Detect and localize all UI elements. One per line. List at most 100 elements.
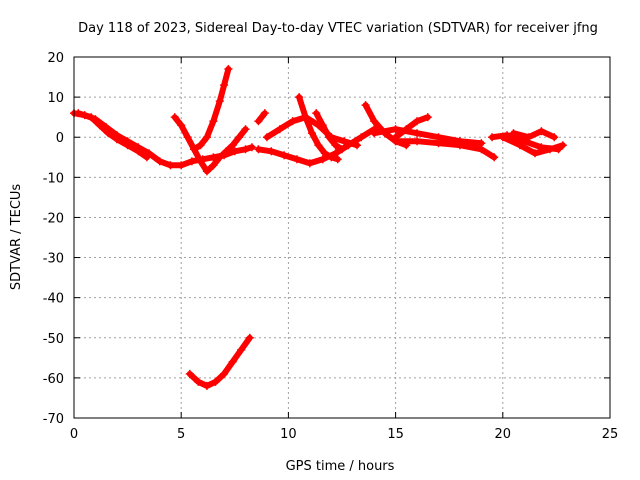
x-tick-label-4: 20 — [495, 427, 512, 442]
y-tick-label-0: 20 — [47, 51, 64, 66]
data-point-3-1 — [196, 141, 205, 150]
x-tick-label-0: 0 — [70, 427, 78, 442]
data-point-2-2 — [183, 133, 192, 142]
data-series — [70, 65, 567, 390]
data-point-15-4 — [558, 141, 567, 150]
data-point-11-0 — [370, 129, 379, 138]
data-point-12-1 — [402, 125, 411, 134]
data-point-11-2 — [413, 129, 422, 138]
data-point-2-4 — [196, 157, 205, 166]
data-point-16-0 — [509, 129, 518, 138]
data-point-4-7 — [245, 333, 254, 342]
data-point-0-17 — [247, 143, 256, 152]
y-tick-label-4: -20 — [43, 211, 64, 226]
series-arc-2 — [74, 109, 151, 162]
data-point-7-7 — [353, 141, 362, 150]
data-point-1-0 — [74, 109, 83, 118]
data-point-1-3 — [104, 129, 113, 138]
data-point-11-1 — [391, 125, 400, 134]
y-tick-label-5: -30 — [43, 252, 64, 267]
data-point-16-3 — [550, 133, 559, 142]
data-point-14-0 — [488, 133, 497, 142]
data-point-8-2 — [307, 129, 316, 138]
data-point-8-3 — [314, 141, 323, 150]
series-line-2 — [171, 114, 249, 175]
data-point-6-5 — [318, 155, 327, 164]
data-point-0-9 — [166, 161, 175, 170]
series-arc-16 — [498, 133, 567, 158]
data-point-2-8 — [222, 147, 231, 156]
data-point-15-2 — [530, 149, 539, 158]
data-point-0-11 — [187, 157, 196, 166]
data-point-1-4 — [112, 135, 121, 144]
data-point-13-3 — [455, 141, 464, 150]
series-arc-1 — [70, 109, 256, 170]
data-point-7-6 — [340, 137, 349, 146]
data-point-8-1 — [301, 113, 310, 122]
data-point-8-5 — [327, 153, 336, 162]
series-arc-4 — [190, 65, 233, 154]
data-point-2-7 — [215, 153, 224, 162]
x-tick-label-5: 25 — [602, 427, 619, 442]
data-point-5-1 — [260, 109, 269, 118]
series-line-12 — [392, 114, 431, 141]
data-point-13-4 — [477, 145, 486, 154]
series-arc-17 — [509, 127, 559, 142]
data-point-6-8 — [357, 133, 366, 142]
data-point-8-6 — [333, 155, 342, 164]
data-point-2-5 — [202, 167, 211, 176]
x-axis-label: GPS time / hours — [286, 459, 395, 474]
data-point-15-3 — [545, 145, 554, 154]
x-tick-label-1: 5 — [177, 427, 185, 442]
data-point-3-0 — [190, 145, 199, 154]
y-tick-label-8: -60 — [43, 372, 64, 387]
data-point-7-1 — [275, 125, 284, 134]
data-point-5-0 — [254, 117, 263, 126]
series-arc-5 — [185, 333, 254, 390]
data-point-0-16 — [241, 145, 250, 154]
data-point-13-2 — [434, 139, 443, 148]
data-point-4-3 — [211, 377, 220, 386]
y-tick-label-9: -70 — [43, 412, 64, 427]
data-point-4-5 — [228, 357, 237, 366]
data-point-4-6 — [237, 345, 246, 354]
data-point-2-11 — [241, 125, 250, 134]
y-tick-label-2: 0 — [56, 131, 64, 146]
data-point-6-0 — [254, 145, 263, 154]
data-point-0-10 — [177, 161, 186, 170]
data-point-10-1 — [370, 117, 379, 126]
x-tick-label-2: 10 — [280, 427, 297, 442]
y-tick-label-1: 10 — [47, 91, 64, 106]
data-point-4-2 — [202, 381, 211, 390]
data-point-3-4 — [215, 97, 224, 106]
tick-labels: 0 5 10 15 20 25 20 10 0 -10 -20 -30 -40 -50 -60 -70 — [43, 51, 619, 442]
data-point-9-2 — [325, 133, 334, 142]
data-point-12-3 — [423, 113, 432, 122]
series-line-6 — [255, 126, 378, 167]
data-point-3-2 — [202, 133, 211, 142]
data-point-1-1 — [87, 113, 96, 122]
grid-lines — [74, 57, 610, 418]
series-arc-6 — [254, 109, 269, 126]
data-point-1-5 — [123, 141, 132, 150]
data-point-1-2 — [95, 121, 104, 130]
data-point-3-6 — [224, 65, 233, 74]
data-point-9-4 — [338, 145, 346, 154]
series-line-16 — [510, 128, 558, 141]
data-point-2-1 — [177, 121, 186, 130]
data-point-8-4 — [320, 149, 329, 158]
data-point-3-3 — [209, 117, 218, 126]
x-tick-label-3: 15 — [387, 427, 404, 442]
data-point-3-5 — [220, 81, 229, 90]
data-point-7-2 — [288, 117, 297, 126]
data-point-6-4 — [305, 159, 314, 168]
y-axis-label: SDTVAR / TECUs — [9, 184, 24, 291]
data-point-9-1 — [318, 121, 327, 130]
data-point-8-0 — [295, 93, 304, 102]
y-tick-label-6: -40 — [43, 292, 64, 307]
series-line-0 — [71, 110, 255, 169]
y-tick-label-7: -50 — [43, 332, 64, 347]
data-point-10-0 — [361, 101, 370, 110]
data-point-16-1 — [524, 133, 533, 142]
